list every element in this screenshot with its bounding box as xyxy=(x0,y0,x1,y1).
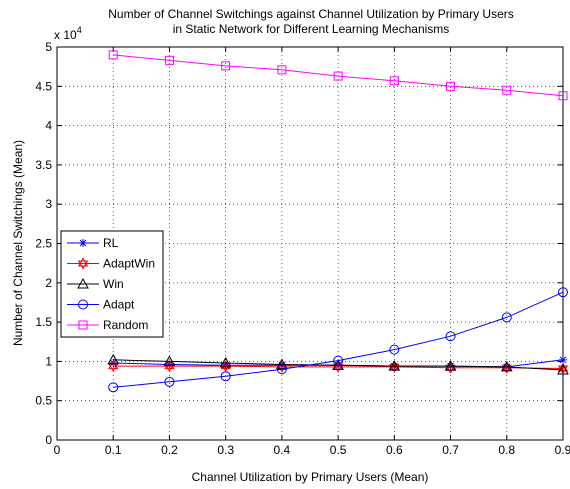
data-point xyxy=(389,344,400,355)
data-point xyxy=(333,71,343,81)
data-point xyxy=(165,360,174,369)
data-point xyxy=(221,61,231,71)
data-point xyxy=(389,76,399,86)
legend: RL AdaptWin Win Adapt Random xyxy=(60,230,164,338)
y-axis-ticks: 0 0.5 1 1.5 2 2.5 3 3.5 4 4.5 5 xyxy=(35,40,563,447)
data-point xyxy=(107,353,120,365)
data-point xyxy=(277,65,287,75)
x-tick-label: 0.6 xyxy=(386,443,403,457)
data-point xyxy=(444,360,457,371)
data-point xyxy=(445,331,456,342)
chart-title-line-2: in Static Network for Different Learning… xyxy=(173,22,450,36)
legend-marker xyxy=(77,260,89,270)
legend-label: RL xyxy=(103,236,119,250)
x-tick-label: 0.7 xyxy=(442,443,459,457)
data-point xyxy=(502,85,512,95)
data-point xyxy=(277,361,286,370)
y-exponent-base: x 10 xyxy=(54,28,77,42)
series-random xyxy=(108,50,568,101)
data-point xyxy=(276,358,288,370)
data-point xyxy=(501,364,512,374)
legend-entry: RL xyxy=(67,236,119,250)
y-tick-label: 0.5 xyxy=(35,394,52,408)
x-tick-label: 0.1 xyxy=(105,443,122,457)
data-point xyxy=(164,55,174,65)
x-tick-label: 0 xyxy=(54,443,61,457)
legend-label: AdaptWin xyxy=(103,257,155,271)
data-point xyxy=(500,360,513,372)
data-point xyxy=(558,287,568,298)
legend-entry: Win xyxy=(67,277,124,291)
data-point xyxy=(446,81,456,91)
y-tick-label: 4 xyxy=(45,119,52,133)
data-point xyxy=(388,360,401,371)
data-point xyxy=(108,50,118,60)
y-exponent-power: 4 xyxy=(77,25,82,35)
data-point xyxy=(108,360,119,370)
data-point xyxy=(559,355,567,364)
y-tick-label: 2 xyxy=(45,276,52,290)
legend-marker xyxy=(77,257,89,267)
legend-marker xyxy=(78,320,88,330)
series-adapt xyxy=(108,287,568,393)
data-point xyxy=(276,364,287,375)
data-point xyxy=(164,376,175,387)
data-point xyxy=(219,356,232,368)
x-tick-label: 0.8 xyxy=(498,443,515,457)
data-point xyxy=(220,360,231,370)
y-axis-label: Number of Channel Switchings (Mean) xyxy=(11,140,25,346)
legend-entry: AdaptWin xyxy=(67,257,155,271)
y-exponent-label: x 104 xyxy=(54,25,82,42)
x-tick-label: 0.9 xyxy=(555,443,570,457)
series-line xyxy=(113,54,564,97)
y-tick-label: 5 xyxy=(45,40,52,54)
x-axis-ticks: 0 0.1 0.2 0.3 0.4 0.5 0.6 0.7 0.8 0.9 xyxy=(54,47,570,457)
data-point xyxy=(333,355,344,366)
legend-label: Random xyxy=(103,318,148,332)
data-point xyxy=(221,361,230,370)
x-axis-label: Channel Utilization by Primary Users (Me… xyxy=(192,470,429,484)
y-tick-label: 1 xyxy=(45,354,52,368)
data-point xyxy=(164,360,175,370)
y-tick-label: 3.5 xyxy=(35,158,52,172)
data-point xyxy=(445,364,456,374)
chart-title-line-1: Number of Channel Switchings against Cha… xyxy=(108,7,514,21)
legend-entry: Random xyxy=(67,318,148,332)
data-point xyxy=(558,91,568,101)
series-group xyxy=(107,50,569,393)
legend-label: Win xyxy=(103,277,124,291)
data-point xyxy=(557,364,569,375)
x-tick-label: 0.3 xyxy=(217,443,234,457)
data-point xyxy=(109,358,118,367)
data-point xyxy=(164,363,175,373)
data-point xyxy=(389,363,400,373)
legend-marker xyxy=(77,277,89,289)
legend-marker xyxy=(79,239,87,247)
series-line xyxy=(113,365,564,369)
data-point xyxy=(163,355,176,366)
series-line xyxy=(113,291,564,388)
y-tick-label: 0 xyxy=(45,433,52,447)
x-tick-label: 0.4 xyxy=(274,443,291,457)
y-tick-label: 4.5 xyxy=(35,79,52,93)
data-point xyxy=(557,362,569,372)
data-point xyxy=(501,312,512,323)
x-tick-label: 0.5 xyxy=(330,443,347,457)
y-tick-label: 2.5 xyxy=(35,237,52,251)
x-tick-label: 0.2 xyxy=(161,443,178,457)
y-tick-label: 1.5 xyxy=(35,315,52,329)
legend-entry: Adapt xyxy=(67,298,135,312)
data-point xyxy=(332,363,344,373)
data-point xyxy=(220,371,231,382)
legend-marker xyxy=(78,299,88,310)
y-tick-label: 3 xyxy=(45,197,52,211)
legend-label: Adapt xyxy=(103,298,135,312)
data-point xyxy=(108,382,119,393)
